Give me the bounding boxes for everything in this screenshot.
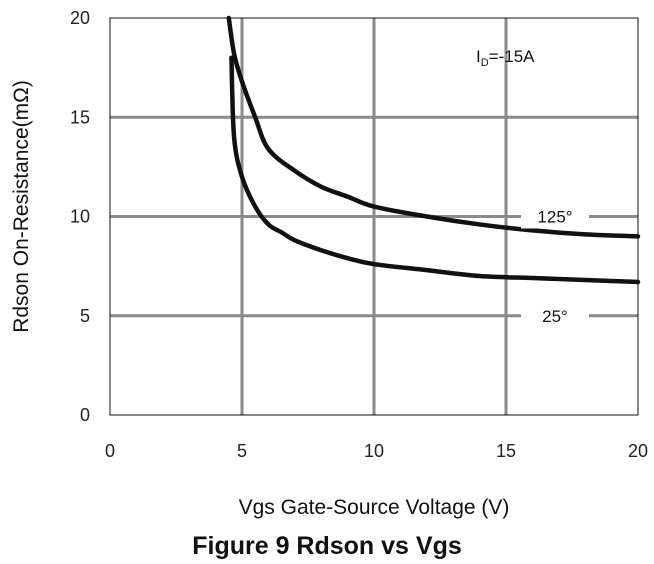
y-tick-label: 20	[70, 8, 90, 28]
y-tick-label: 5	[80, 306, 90, 326]
x-tick-labels: 0 5 10 15 20	[105, 441, 648, 461]
series-label-bg	[521, 303, 589, 328]
series-layer	[226, 15, 641, 285]
y-tick-labels: 0 5 10 15 20	[70, 8, 90, 425]
condition-label: ID=-15A	[476, 47, 535, 69]
condition-main: I	[476, 47, 481, 66]
rdson-vs-vgs-chart: 0 5 10 15 20 0 5 10 15 20 125° 25° ID=-15A Vgs Ga…	[10, 8, 648, 519]
x-tick-label: 20	[628, 441, 648, 461]
x-tick-label: 5	[237, 441, 247, 461]
y-tick-label: 0	[80, 405, 90, 425]
x-axis-label: Vgs Gate-Source Voltage (V)	[239, 496, 510, 519]
figure-caption: Figure 9 Rdson vs Vgs	[192, 532, 462, 560]
y-axis-label: Rdson On-Resistance(mΩ)	[10, 80, 33, 333]
condition-rest: =-15A	[489, 47, 535, 66]
condition-sub: D	[481, 57, 489, 69]
plot-frame	[109, 17, 639, 416]
x-tick-label: 15	[496, 441, 516, 461]
series-label-25: 25°	[542, 307, 568, 326]
series-label-bg	[521, 204, 589, 229]
y-tick-label: 15	[70, 107, 90, 127]
series-line-125	[226, 15, 641, 239]
y-tick-label: 10	[70, 207, 90, 227]
series-line-25	[229, 55, 641, 285]
series-label-125: 125°	[537, 208, 572, 227]
x-tick-label: 0	[105, 441, 115, 461]
series-labels: 125° 25°	[521, 204, 589, 328]
x-tick-label: 10	[364, 441, 384, 461]
